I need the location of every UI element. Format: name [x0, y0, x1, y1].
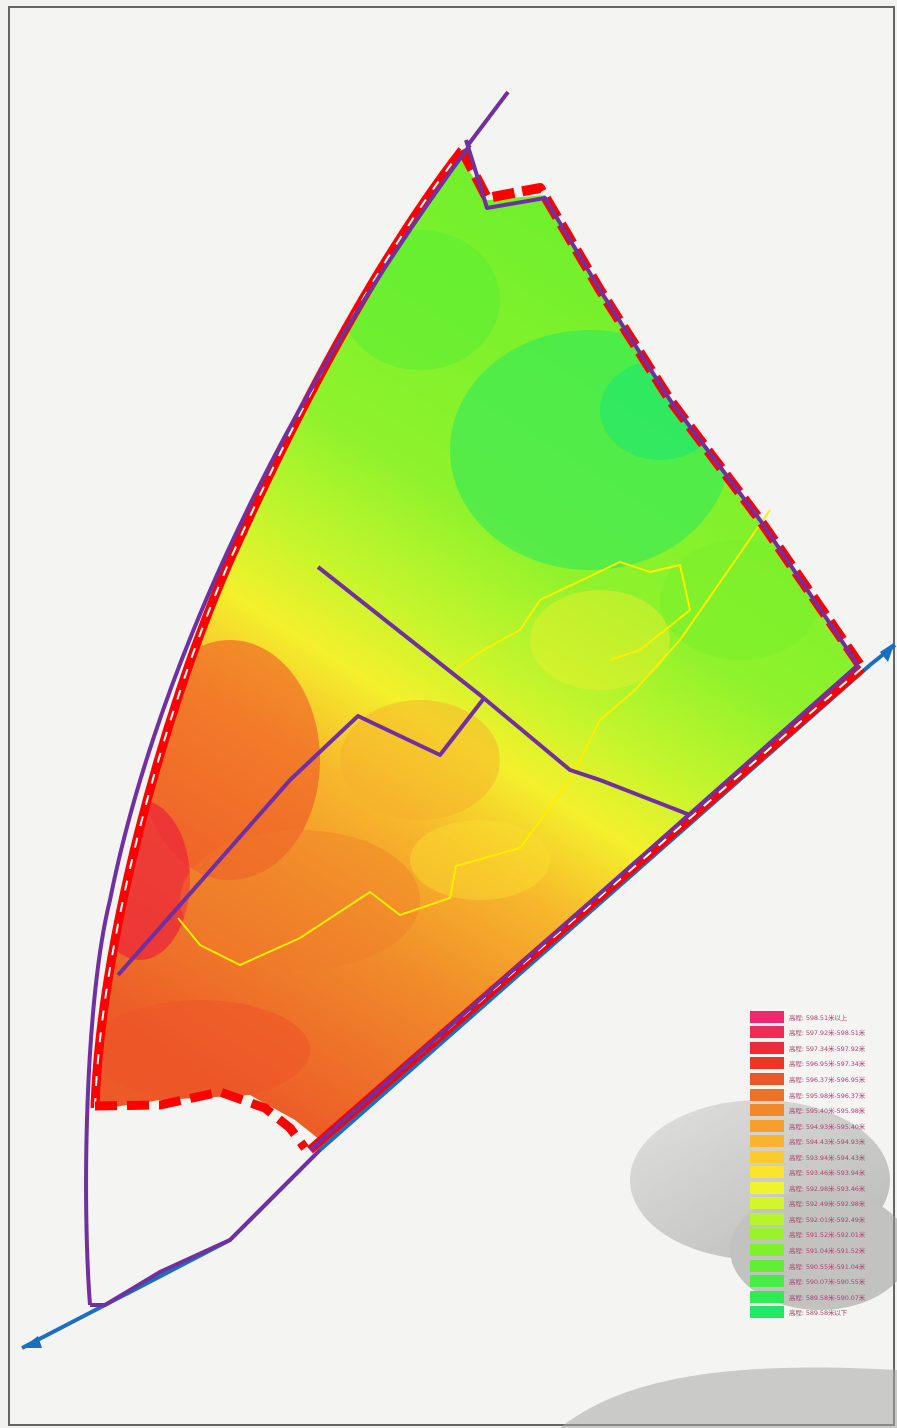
- legend-item: 高程: 593.94米-594.43米: [750, 1149, 897, 1165]
- legend-swatch: [750, 1228, 784, 1241]
- legend-label: 高程: 591.04米-591.52米: [789, 1246, 866, 1255]
- legend-item: 高程: 593.46米-593.94米: [750, 1164, 897, 1180]
- legend-item: 高程: 597.92米-598.51米: [750, 1025, 897, 1041]
- legend-label: 高程: 595.98米-596.37米: [789, 1091, 866, 1100]
- legend-item: 高程: 590.55米-591.04米: [750, 1258, 897, 1274]
- legend-label: 高程: 590.55米-591.04米: [789, 1262, 866, 1271]
- legend-label: 高程: 592.01米-592.49米: [789, 1215, 866, 1224]
- legend-label: 高程: 596.37米-596.95米: [789, 1075, 866, 1084]
- legend-label: 高程: 592.98米-593.46米: [789, 1184, 866, 1193]
- elevation-legend: 高程: 598.51米以上高程: 597.92米-598.51米 高程: 597.…: [750, 1009, 897, 1320]
- legend-label: 高程: 589.58米-590.07米: [789, 1293, 866, 1302]
- legend-item: 高程: 596.37米-596.95米: [750, 1071, 897, 1087]
- legend-swatch: [750, 1088, 784, 1101]
- legend-label: 高程: 594.93米-595.40米: [789, 1122, 866, 1131]
- legend-label: 高程: 596.95米-597.34米: [789, 1060, 866, 1069]
- legend-label: 高程: 598.51米以上: [789, 1013, 848, 1022]
- legend-label: 高程: 593.94米-594.43米: [789, 1153, 866, 1162]
- legend-swatch: [750, 1119, 784, 1132]
- legend-swatch: [750, 1150, 784, 1163]
- arrow-head-icon: [880, 642, 895, 662]
- legend-label: 高程: 590.07米-590.55米: [789, 1278, 866, 1287]
- legend-label: 高程: 592.49米-592.98米: [789, 1200, 866, 1209]
- legend-label: 高程: 594.43米-594.93米: [789, 1138, 866, 1147]
- legend-item: 高程: 595.40米-595.98米: [750, 1102, 897, 1118]
- legend-item: 高程: 592.98米-593.46米: [750, 1180, 897, 1196]
- legend-swatch: [750, 1072, 784, 1085]
- legend-swatch: [750, 1041, 784, 1054]
- legend-item: 高程: 589.58米-590.07米: [750, 1289, 897, 1305]
- legend-swatch: [750, 1135, 784, 1148]
- legend-swatch: [750, 1306, 784, 1319]
- legend-swatch: [750, 1290, 784, 1303]
- site-path-lines: [84, 90, 860, 1307]
- legend-item: 高程: 592.01米-592.49米: [750, 1211, 897, 1227]
- legend-swatch: [750, 1026, 784, 1039]
- legend-swatch: [750, 1104, 784, 1117]
- contour-lines: [177, 509, 771, 967]
- legend-item: 高程: 598.51米以上: [750, 1009, 897, 1025]
- legend-label: 高程: 593.46米-593.94米: [789, 1169, 866, 1178]
- legend-item: 高程: 597.34米-597.92米: [750, 1040, 897, 1056]
- legend-item: 高程: 591.04米-591.52米: [750, 1242, 897, 1258]
- legend-item: 高程: 589.58米以下: [750, 1304, 897, 1320]
- legend-label: 高程: 589.58米以下: [789, 1309, 848, 1318]
- legend-swatch: [750, 1010, 784, 1023]
- legend-label: 高程: 591.52米-592.01米: [789, 1231, 866, 1240]
- legend-swatch: [750, 1057, 784, 1070]
- legend-swatch: [750, 1275, 784, 1288]
- legend-item: 高程: 595.98米-596.37米: [750, 1087, 897, 1103]
- legend-swatch: [750, 1166, 784, 1179]
- arrow-head-icon: [22, 1336, 42, 1348]
- legend-label: 高程: 597.34米-597.92米: [789, 1044, 866, 1053]
- legend-item: 高程: 594.93米-595.40米: [750, 1118, 897, 1134]
- legend-item: 高程: 590.07米-590.55米: [750, 1273, 897, 1289]
- legend-swatch: [750, 1181, 784, 1194]
- legend-label: 高程: 595.40米-595.98米: [789, 1107, 866, 1116]
- legend-item: 高程: 594.43米-594.93米: [750, 1133, 897, 1149]
- legend-item: 高程: 591.52米-592.01米: [750, 1227, 897, 1243]
- legend-swatch: [750, 1212, 784, 1225]
- legend-swatch: [750, 1243, 784, 1256]
- legend-swatch: [750, 1197, 784, 1210]
- legend-swatch: [750, 1259, 784, 1272]
- legend-item: 高程: 592.49米-592.98米: [750, 1196, 897, 1212]
- legend-item: 高程: 596.95米-597.34米: [750, 1056, 897, 1072]
- legend-label: 高程: 597.92米-598.51米: [789, 1029, 866, 1038]
